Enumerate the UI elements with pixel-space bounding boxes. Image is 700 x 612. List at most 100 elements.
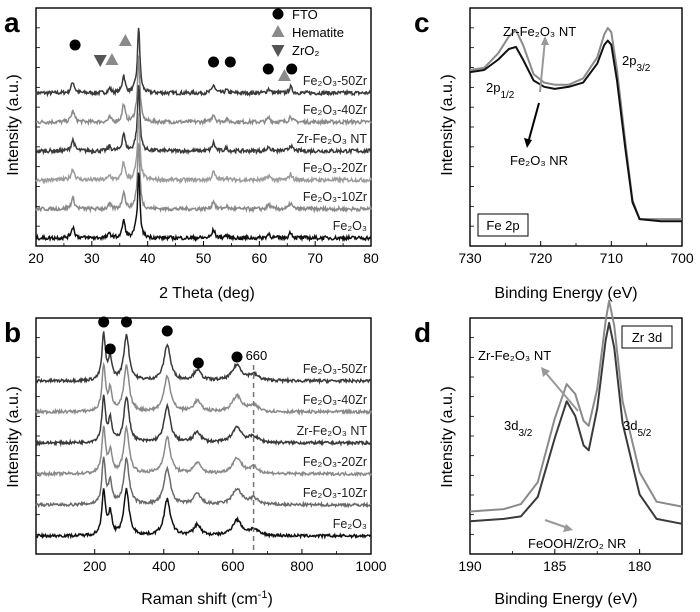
x-tick-label-c: 730 [458, 250, 482, 266]
x-tick-label-a: 60 [252, 250, 268, 266]
plot-a: 20 30 40 50 60 70 80 Fe₂O₃-50Zr Fe₂O₃-40Zr Zr-Fe₂… [28, 7, 379, 266]
xps-series-c [469, 39, 682, 223]
panel-letter-a: a [4, 7, 20, 38]
arrow-d-zr [544, 371, 579, 412]
series-line-b [35, 394, 372, 447]
series-label-a: Fe₂O₃-20Zr [303, 161, 367, 175]
fto-marker-a [69, 39, 81, 51]
xlabel-a: 2 Theta (deg) [159, 285, 255, 302]
legend-label-a: Hematite [292, 25, 344, 40]
arrowhead-d-feooh [563, 524, 573, 532]
fto-marker-a [208, 56, 220, 68]
series-label-b: Fe₂O₃-20Zr [303, 455, 367, 469]
fto-marker-b [120, 316, 132, 328]
xlabel-b-superscript: -1 [258, 589, 268, 601]
arrowhead-c-fe [524, 138, 532, 148]
fto-marker-a [286, 63, 298, 75]
fto-marker-b [161, 325, 173, 337]
series-label-b: Fe₂O₃-10Zr [303, 486, 367, 500]
plot-b: 200 400 600 800 1000 Fe₂O₃-50Zr Fe₂O₃-40Zr Zr-F… [35, 316, 387, 574]
legend-label-a: FTO [292, 7, 318, 22]
series-annot-d-zr: Zr-Fe₂O₃ NT [478, 348, 551, 363]
peak-label-c-2p12: 2p1/2 [486, 80, 515, 101]
series-line-a [35, 27, 372, 98]
fto-marker-b [98, 316, 110, 328]
peak-label-main: 2p [486, 80, 500, 95]
fto-marker-b [192, 357, 204, 369]
series-annot-d-feooh: FeOOH/ZrO₂ NR [528, 536, 626, 551]
panel-letter-b: b [4, 317, 21, 348]
xps-series-d [469, 299, 683, 513]
fto-marker-a [224, 56, 236, 68]
peak-label-sub: 5/2 [637, 428, 651, 439]
zro2-marker-legend-a [271, 45, 285, 57]
series-label-a: Fe₂O₃ [333, 219, 367, 233]
series-label-b: Fe₂O₃ [333, 517, 367, 531]
series-line-b [35, 361, 372, 417]
x-tick-label-d: 185 [543, 558, 567, 574]
series-label-b: Fe₂O₃-40Zr [303, 393, 367, 407]
x-tick-label-a: 30 [84, 250, 100, 266]
inset-box-c [477, 213, 529, 237]
panel-a: a 20 30 40 50 60 70 80 Fe₂O₃-50Zr Fe₂O₃-40Zr Zr-F… [4, 7, 379, 302]
peak-label-main: 3d [504, 418, 518, 433]
x-tick-label-c: 710 [600, 250, 624, 266]
annotation-label-660: 660 [246, 348, 268, 363]
panel-letter-d: d [414, 317, 431, 348]
series-line-a [35, 143, 372, 214]
panel-c: c 730 720 710 700 Fe 2p Zr-Fe₂O₃ NT Fe₂O₃ NR 2p… [414, 7, 694, 302]
arrowhead-c-zr [541, 36, 549, 45]
x-tick-label-c: 720 [529, 250, 553, 266]
plot-d: 190 185 180 Zr 3d Zr-Fe₂O₃ NT FeOOH/ZrO₂ NR 3d… [458, 299, 683, 574]
arrow-c-fe [527, 102, 540, 144]
peak-label-main: 3d [623, 418, 637, 433]
series-line-b [35, 456, 372, 509]
xps-series-d [469, 321, 683, 525]
series-label-a: Fe₂O₃-50Zr [303, 74, 367, 88]
series-line-b [35, 424, 372, 478]
peak-label-c-2p32: 2p3/2 [622, 53, 651, 74]
fto-marker-legend-a [272, 8, 284, 20]
fto-marker-a [262, 63, 274, 75]
inset-label-d: Zr 3d [632, 330, 662, 345]
x-tick-label-a: 20 [28, 250, 44, 266]
ylabel-a: Intensity (a.u.) [5, 74, 22, 175]
peak-label-sub: 3/2 [518, 428, 532, 439]
xlabel-c: Binding Energy (eV) [494, 285, 637, 302]
series-line-a [35, 112, 372, 185]
hematite-marker-legend-a [271, 25, 285, 37]
inset-label-c: Fe 2p [486, 218, 519, 233]
panel-b: b 200 400 600 800 1000 Fe₂O₃-50Zr Fe₂O₃-40Zr Zr… [4, 316, 387, 608]
x-tick-label-b: 600 [221, 558, 245, 574]
x-tick-label-a: 70 [307, 250, 323, 266]
x-tick-label-d: 180 [628, 558, 652, 574]
series-label-a: Fe₂O₃-40Zr [303, 103, 367, 117]
fto-marker-b [231, 351, 243, 363]
peak-label-sub: 3/2 [636, 63, 650, 74]
plot-frame-c [469, 7, 683, 247]
x-tick-label-b: 400 [152, 558, 176, 574]
series-label-a: Fe₂O₃-10Zr [303, 190, 367, 204]
series-annot-c-fe: Fe₂O₃ NR [510, 153, 568, 168]
arrow-c-zr [539, 39, 546, 93]
series-line-b [35, 487, 372, 540]
series-line-a [35, 85, 372, 156]
peak-label-d-3d52: 3d5/2 [623, 418, 652, 439]
x-tick-label-b: 800 [290, 558, 314, 574]
ylabel-d: Intensity (a.u.) [439, 386, 456, 487]
peak-label-sub: 1/2 [500, 90, 514, 101]
hematite-marker-a [118, 34, 132, 46]
inset-box-d [621, 325, 673, 349]
panel-d: d 190 185 180 Zr 3d Zr-Fe₂O₃ NT FeOOH/ZrO₂ NR… [414, 299, 683, 608]
x-tick-label-d: 190 [458, 558, 482, 574]
peak-label-d-3d32: 3d3/2 [504, 418, 533, 439]
x-tick-label-a: 80 [363, 250, 379, 266]
arrowhead-d-zr [541, 367, 550, 377]
x-tick-label-a: 40 [140, 250, 156, 266]
series-annot-c-zr: Zr-Fe₂O₃ NT [503, 24, 576, 39]
series-line-b [35, 331, 372, 385]
series-label-b: Fe₂O₃-50Zr [303, 362, 367, 376]
legend-label-a: ZrO₂ [292, 43, 319, 58]
